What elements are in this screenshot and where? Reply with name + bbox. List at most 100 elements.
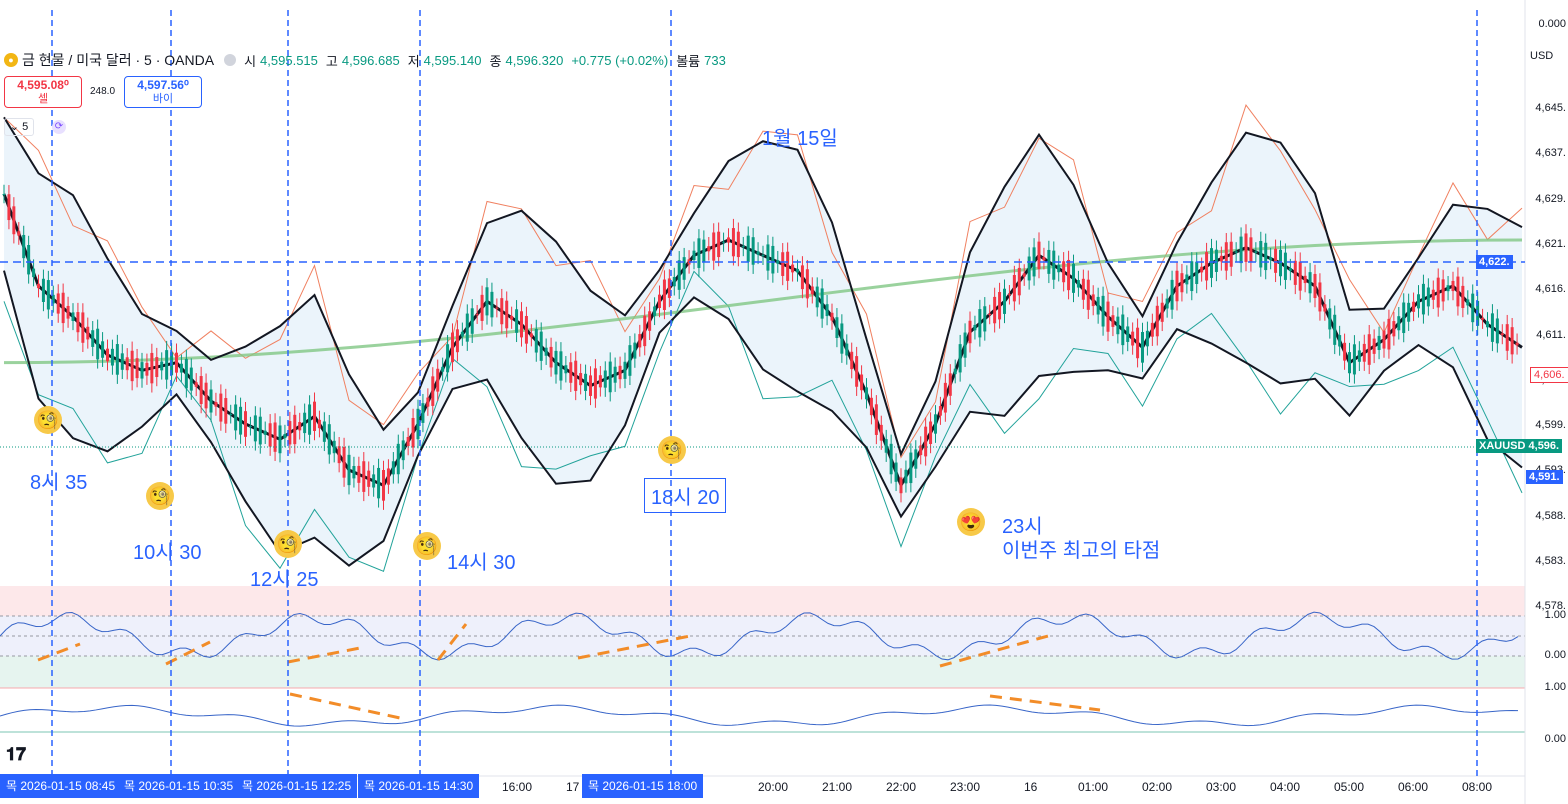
candle-body [396,443,400,475]
candle-body [889,443,893,475]
heart-eyes-emoji-icon[interactable]: 😍 [957,508,985,536]
candle-body [1333,314,1337,345]
candle-body [1229,241,1233,267]
candle-body [879,424,883,441]
buy-button[interactable]: 4,597.56⁰ 바이 [124,76,202,108]
candle-body [766,244,770,271]
candle-body [1195,261,1199,285]
candle-body [1027,256,1031,281]
candle-body [564,365,568,374]
candle-body [337,446,341,464]
close-label: 종 [489,53,502,69]
high-value: 4,596.685 [341,52,400,68]
candle-body [618,365,622,380]
candle-body [1318,282,1322,312]
annotation-23[interactable]: 23시 [1002,516,1043,538]
symbol-title[interactable]: 금 현물 / 미국 달러 · 5 · OANDA [22,52,215,68]
candle-body [1303,275,1307,284]
candle-body [1086,279,1090,310]
candle-body [653,306,657,316]
candle-body [401,440,405,461]
candle-body [288,421,292,445]
time-axis-label: 20:00 [758,780,789,794]
candle-body [204,382,208,409]
candle-body [1234,251,1238,253]
annotation-date[interactable]: 1월 15일 [762,128,838,150]
tradingview-logo[interactable]: 𝟏𝟕 [6,744,27,764]
candle-body [998,292,1002,320]
monocle-emoji-icon[interactable]: 🧐 [146,482,174,510]
monocle-emoji-icon[interactable]: 🧐 [658,436,686,464]
candle-body [1426,287,1430,307]
candle-body [973,324,977,331]
candle-body [938,406,942,416]
upper-envelope-line [3,104,1523,459]
low-label: 저 [407,53,420,69]
candle-body [86,326,90,340]
candle-body [1239,236,1243,264]
currency-label[interactable]: USD [1530,50,1554,62]
symbol-tag-label: XAUUSD [1479,440,1526,452]
candle-body [273,422,277,452]
candle-body [1249,237,1253,263]
candle-body [234,404,238,431]
price-axis-label: 4,645. [1535,102,1566,114]
candle-body [899,477,903,494]
candle-body [529,333,533,338]
time-axis-label: 22:00 [886,780,917,794]
sync-icon[interactable]: ⟳ [52,120,66,134]
monocle-emoji-icon[interactable]: 🧐 [274,530,302,558]
candle-body [1323,304,1327,312]
candle-body [988,313,992,316]
annotation-1225[interactable]: 12시 25 [250,569,319,591]
candle-body [1012,275,1016,302]
candle-body [406,436,410,447]
candle-body [175,352,178,373]
trend-annotation-dash [37,642,81,662]
monocle-emoji-icon[interactable]: 🧐 [413,532,441,560]
annotation-1030[interactable]: 10시 30 [133,542,202,564]
annotation-1430[interactable]: 14시 30 [447,552,516,574]
candle-body [1126,326,1130,342]
candle-body [372,474,376,488]
candle-body [411,417,415,448]
candle-body [1057,264,1061,273]
time-axis-label: 03:00 [1206,780,1237,794]
candle-body [736,231,740,258]
candle-body [189,367,193,391]
candle-body [505,300,509,329]
sell-button[interactable]: 4,595.08⁰ 셀 [4,76,82,108]
time-axis-label: 06:00 [1398,780,1429,794]
candle-body [347,454,351,486]
candle-body [894,462,898,482]
candle-body [362,461,366,492]
candle-body [860,374,864,391]
candle-body [534,328,538,353]
candle-body [244,411,247,437]
annotation-best-entry[interactable]: 이번주 최고의 타점 [1002,540,1161,562]
change-value: +0.775 (+0.02%) [571,52,669,68]
candle-body [431,376,435,406]
candle-body [253,415,257,442]
market-status-icon[interactable] [224,54,237,66]
band-fill [4,117,1522,566]
candle-body [796,268,799,273]
candle-body [968,320,972,344]
candle-body [209,389,213,413]
candle-body [1288,268,1292,272]
price-axis-label: 4,583. [1535,555,1566,567]
interval-toggle[interactable]: ⌄ 5 [4,118,34,136]
annotation-0835[interactable]: 8시 35 [30,472,88,494]
candle-body [840,323,844,354]
candle-body [776,260,780,264]
candle-body [781,252,785,276]
candle-body [924,426,928,457]
candle-body [1515,342,1519,346]
annotation-1820[interactable]: 18시 20 [644,478,727,513]
candle-body [1367,334,1371,365]
candle-body [1510,327,1514,355]
candle-body [115,344,119,375]
monocle-emoji-icon[interactable]: 🧐 [34,406,62,434]
